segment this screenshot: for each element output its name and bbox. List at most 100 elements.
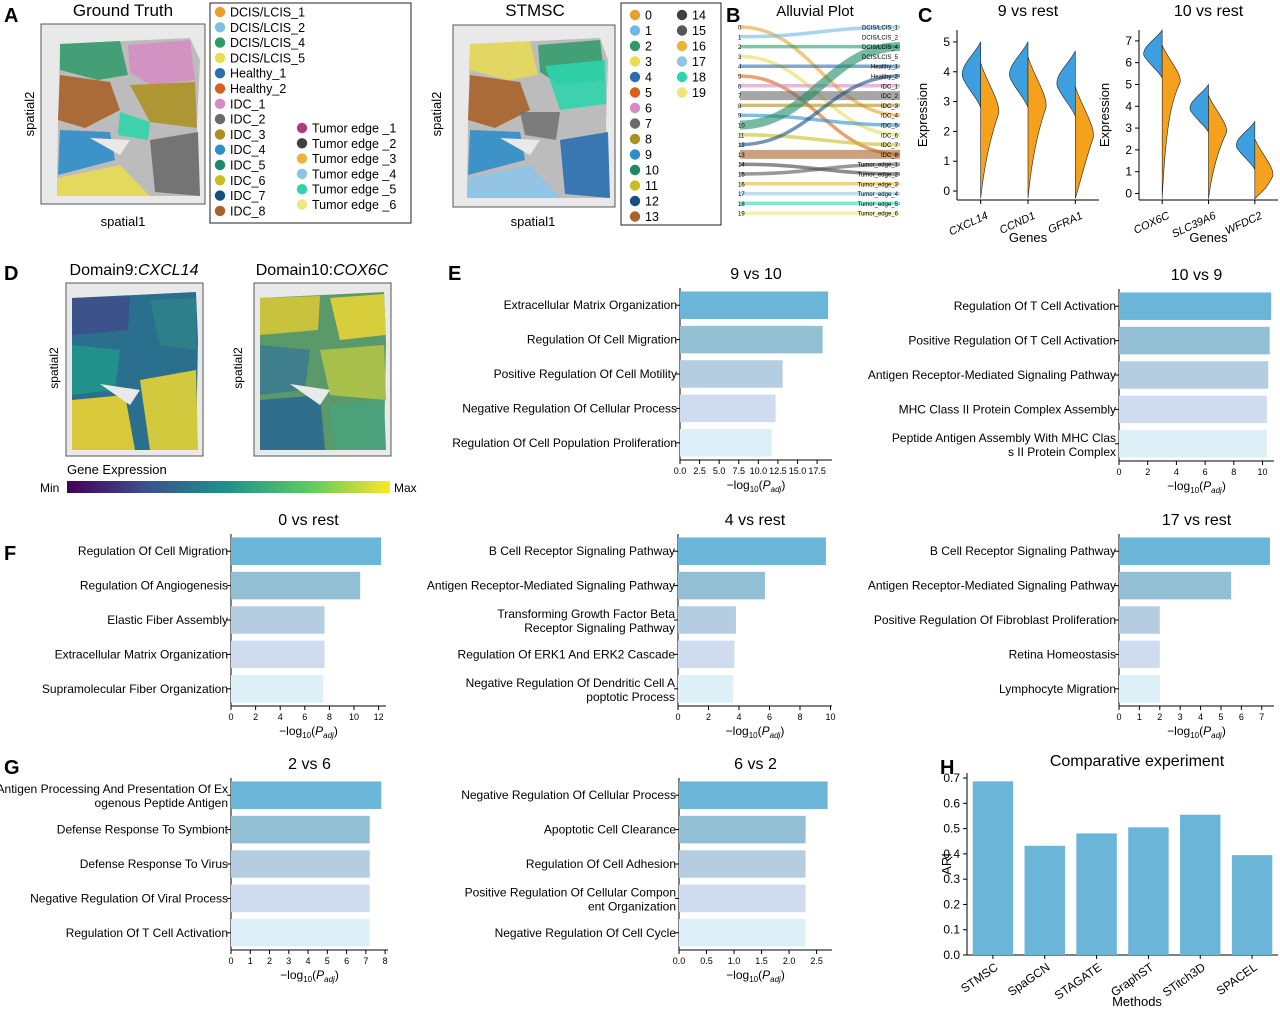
st-legend-label: 17: [692, 55, 706, 69]
st-tissue-map: [452, 24, 616, 208]
cox6c-expression-map: [253, 282, 392, 457]
gt-legend-marker: [214, 175, 226, 186]
y-tick-label: 1: [943, 154, 950, 168]
y-tick-label: s II Protein Complex: [1008, 445, 1116, 459]
alluvial-left-label: 10: [738, 124, 745, 130]
y-tick-label: Regulation Of Angiogenesis: [80, 579, 228, 593]
y-tick-label: 0.6: [943, 796, 960, 810]
alluvial-right-label: Healthy_1: [871, 65, 899, 71]
gt-legend-label: IDC_7: [230, 189, 265, 203]
x-axis-label-adj: adj: [1211, 731, 1222, 740]
y-tick-label: Extracellular Matrix Organization: [55, 647, 228, 661]
x-axis-label: −log10(Padj): [279, 724, 338, 740]
panel-letter-a: A: [4, 5, 18, 27]
st-legend-label: 16: [692, 40, 706, 54]
st-legend-label: 15: [692, 24, 706, 38]
x-tick-label: 2: [706, 712, 711, 722]
bar: [680, 291, 829, 319]
st-legend-label: 8: [645, 133, 652, 147]
st-legend-label: 10: [645, 164, 659, 178]
st-legend-marker: [676, 56, 688, 67]
bar-chart-comparative-experiment: Comparative experiment 0.0 0.1 0.2 0.3 0.4 0.5…: [939, 753, 1278, 1009]
x-tick-label: 5: [325, 956, 330, 966]
alluvial-right-label: IDC_1: [881, 84, 899, 90]
bar: [231, 537, 382, 565]
panel-letter-h: H: [940, 757, 954, 779]
gt-legend-label: IDC_4: [230, 143, 265, 157]
gt-legend-label: DCIS/LCIS_2: [230, 21, 305, 35]
y-axis-label: Expression: [1097, 83, 1112, 147]
bar: [1119, 430, 1267, 458]
alluvial-right-label: IDC_4: [881, 114, 899, 120]
x-tick-label: SPACEL: [1214, 960, 1260, 998]
st-legend-label: 1: [645, 24, 652, 38]
y-tick-label: Regulation Of Cell Adhesion: [526, 857, 676, 871]
x-tick-label: 2: [267, 956, 272, 966]
x-axis-label-pre: −log: [726, 968, 749, 982]
x-tick-label: 2: [1145, 467, 1150, 477]
y-tick-label: MHC Class II Protein Complex Assembly: [899, 402, 1116, 416]
bar: [1180, 814, 1221, 955]
violin-left: [961, 41, 981, 108]
st-legend-marker: [629, 180, 641, 191]
domain10-prefix: Domain10:: [256, 262, 333, 279]
x-tick-label: 3: [1178, 712, 1183, 722]
x-tick-label: 4: [278, 712, 283, 722]
gt-legend-marker: [214, 22, 226, 33]
violin-left: [1143, 28, 1163, 79]
x-axis-label-p: P: [316, 968, 324, 982]
y-tick-label: Negative Regulation Of Cellular Process: [461, 788, 676, 802]
st-legend-marker: [629, 102, 641, 114]
st-legend-marker: [629, 211, 641, 222]
x-axis-label-pre: −log: [726, 724, 749, 738]
bar: [231, 571, 361, 600]
gt-legend-marker: [214, 6, 226, 18]
y-tick-label: ogenous Peptide Antigen: [95, 796, 228, 810]
gt-legend-label: Tumor edge _2: [312, 137, 396, 151]
bar-chart-title: 9 vs 10: [730, 266, 782, 283]
alluvial-right-label: IDC_3: [881, 104, 899, 110]
x-axis-label-mid: (: [1199, 724, 1203, 738]
gt-legend-marker: [214, 159, 226, 171]
gt-legend-marker: [296, 168, 308, 180]
violin-left: [1009, 41, 1029, 108]
bar-chart-title: 4 vs rest: [725, 512, 786, 529]
bar-chart-17-vs-rest: 17 vs rest B Cell Receptor Signaling Path…: [868, 512, 1274, 740]
y-tick-label: Negative Regulation Of Cell Cycle: [495, 926, 677, 940]
bar: [1119, 326, 1270, 355]
x-axis-label: −log10(Padj): [726, 724, 785, 740]
x-tick-label: 8: [327, 712, 332, 722]
x-axis-label-p: P: [315, 724, 323, 738]
colorbar: [67, 481, 390, 493]
y-tick-label: 4: [1125, 99, 1132, 113]
st-legend-label: 14: [692, 9, 706, 23]
gt-xlabel: spatial1: [101, 214, 146, 229]
gt-legend-label: DCIS/LCIS_4: [230, 36, 305, 50]
st-legend-label: 19: [692, 86, 706, 100]
x-axis-label-sub: 10: [303, 975, 312, 984]
violin-title: 10 vs rest: [1174, 3, 1244, 20]
gt-legend-label: DCIS/LCIS_5: [230, 51, 305, 65]
st-legend-marker: [629, 71, 641, 83]
alluvial-left-label: 6: [738, 84, 742, 90]
alluvial-right-label: IDC_6: [881, 133, 899, 139]
bar: [680, 360, 783, 388]
x-axis-label: −log10(Padj): [280, 968, 339, 984]
x-tick-label: 6: [767, 712, 772, 722]
y-tick-label: Transforming Growth Factor Beta: [497, 607, 675, 621]
x-axis-label-pre: −log: [279, 724, 302, 738]
alluvial-right-label: IDC_8: [881, 153, 899, 159]
violin-right: [1208, 95, 1227, 199]
y-tick-label: 0: [1125, 186, 1132, 200]
bar: [231, 815, 370, 844]
gt-legend-label: IDC_8: [230, 204, 265, 218]
y-tick-label: Antigen Receptor-Mediated Signaling Path…: [868, 579, 1116, 593]
alluvial-right-label: Tumor_edge_2: [858, 173, 899, 179]
x-axis-label-p: P: [1203, 479, 1211, 493]
x-tick-label: 6: [344, 956, 349, 966]
bar: [1076, 833, 1117, 955]
x-tick-label: 0: [1116, 467, 1121, 477]
gt-legend-label: IDC_5: [230, 159, 265, 173]
domain10-ylabel: spatial2: [231, 347, 245, 389]
